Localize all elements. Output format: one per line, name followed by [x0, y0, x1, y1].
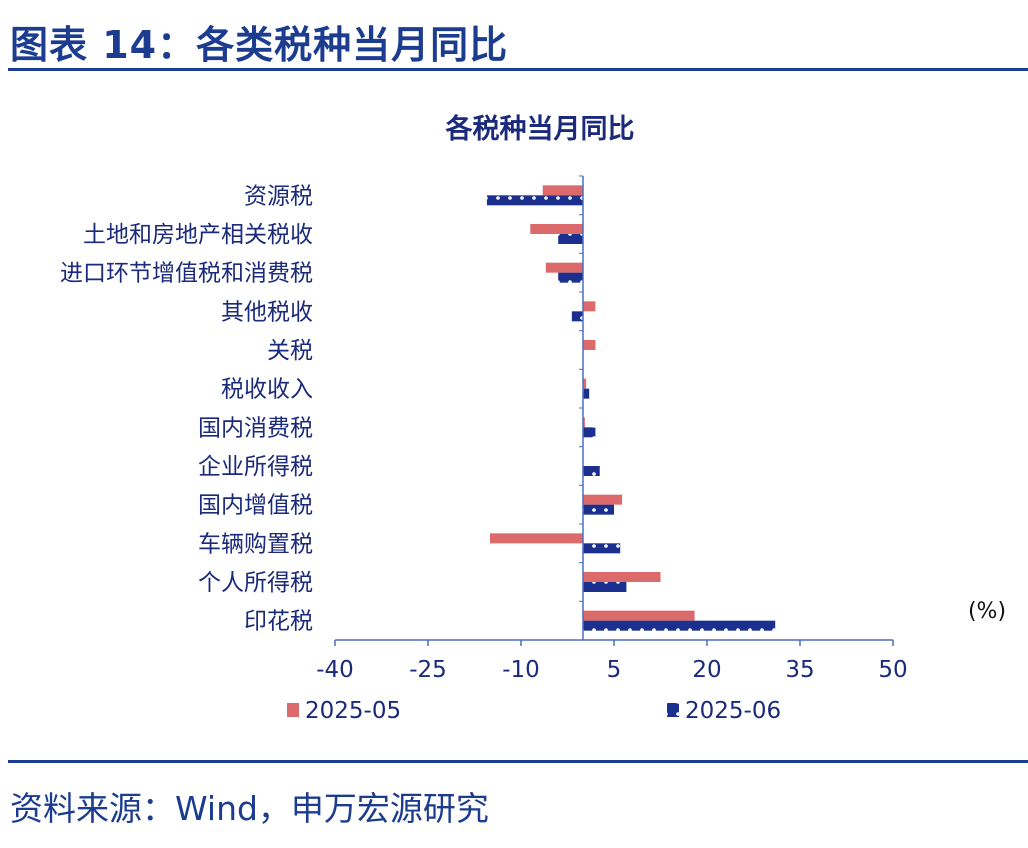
category-label: 土地和房地产相关税收 — [83, 222, 313, 248]
x-tick-label: -25 — [409, 657, 447, 683]
bar-2025-06 — [583, 620, 776, 631]
bar-2025-05 — [583, 610, 695, 621]
legend-label: 2025-06 — [685, 698, 781, 724]
x-tick-label: 20 — [692, 657, 721, 683]
bar-2025-05 — [490, 533, 583, 544]
bar-2025-05 — [583, 378, 587, 389]
category-label: 资源税 — [244, 183, 313, 209]
bar-2025-06 — [558, 234, 583, 244]
bar-2025-06 — [583, 543, 621, 554]
bar-2025-06 — [583, 388, 590, 399]
bar-2025-06 — [486, 195, 583, 206]
category-label: 车辆购置税 — [198, 531, 313, 557]
bar-2025-06 — [583, 466, 600, 476]
category-label: 个人所得税 — [198, 570, 313, 596]
category-label: 企业所得税 — [198, 454, 313, 480]
legend-swatch — [667, 703, 679, 717]
bar-2025-06 — [558, 272, 583, 283]
bar-2025-05 — [583, 417, 585, 428]
category-label: 国内增值税 — [198, 493, 313, 519]
x-tick-label: -40 — [316, 657, 354, 683]
source-note: 资料来源：Wind，申万宏源研究 — [10, 789, 489, 828]
figure-title: 图表 14：各类税种当月同比 — [10, 23, 509, 67]
category-label: 进口环节增值税和消费税 — [60, 261, 313, 287]
legend-label: 2025-05 — [305, 698, 401, 724]
bar-2025-05 — [583, 301, 596, 312]
category-label: 其他税收 — [221, 299, 313, 325]
bar-2025-06 — [583, 504, 614, 515]
bar-2025-05 — [583, 572, 661, 582]
bar-2025-06 — [583, 582, 627, 592]
top-rule — [8, 68, 1028, 71]
x-tick-label: 35 — [785, 657, 814, 683]
bar-2025-06 — [571, 311, 583, 322]
bar-2025-05 — [530, 224, 583, 234]
x-tick-label: -10 — [502, 657, 540, 683]
category-label: 印花税 — [244, 609, 313, 635]
category-label: 关税 — [267, 338, 313, 364]
chart-title: 各税种当月同比 — [445, 113, 635, 145]
x-tick-label: 50 — [878, 657, 907, 683]
bar-2025-05 — [545, 262, 583, 273]
x-tick-label: 5 — [607, 657, 622, 683]
bar-2025-05 — [583, 494, 623, 505]
bar-2025-05 — [542, 185, 583, 196]
chart: 各税种当月同比 (%) 资源税土地和房地产相关税收进口环节增值税和消费税其他税收… — [60, 113, 1006, 724]
bar-2025-05 — [583, 340, 596, 350]
bar-2025-06 — [583, 427, 596, 438]
legend-swatch — [287, 703, 299, 717]
category-label: 国内消费税 — [198, 415, 313, 441]
unit-label: (%) — [968, 599, 1006, 624]
category-label: 税收收入 — [221, 377, 313, 403]
legend: 2025-05 2025-06 — [287, 698, 781, 724]
bottom-rule — [8, 760, 1028, 763]
